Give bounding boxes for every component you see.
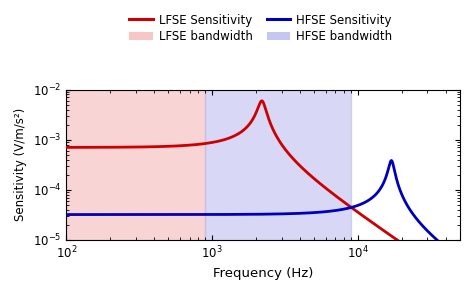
Bar bbox=[66, 90, 205, 240]
Y-axis label: Sensitivity (V/m/s²): Sensitivity (V/m/s²) bbox=[14, 108, 27, 221]
X-axis label: Frequency (Hz): Frequency (Hz) bbox=[213, 267, 313, 280]
Legend: LFSE Sensitivity, LFSE bandwidth, HFSE Sensitivity, HFSE bandwidth: LFSE Sensitivity, LFSE bandwidth, HFSE S… bbox=[124, 9, 397, 48]
Bar bbox=[205, 90, 351, 240]
